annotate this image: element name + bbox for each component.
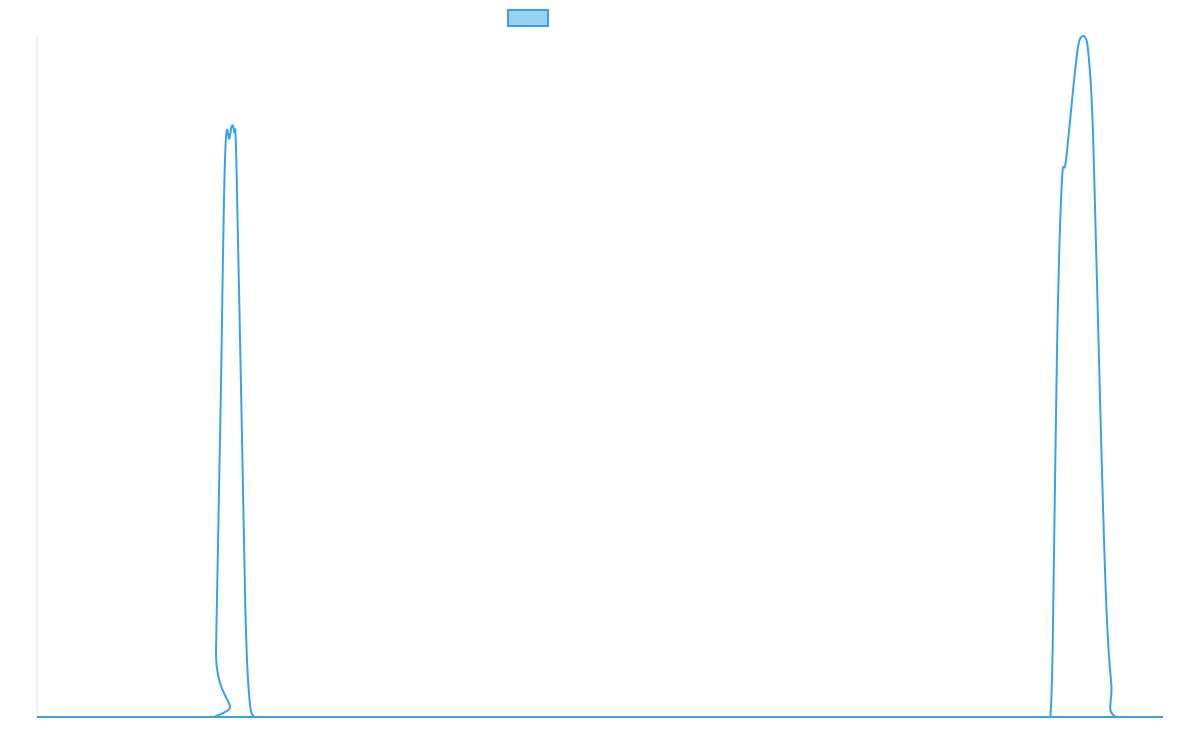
series-line-0[interactable] bbox=[36, 124, 1163, 719]
legend-swatch[interactable] bbox=[507, 9, 549, 27]
legend[interactable] bbox=[507, 9, 549, 27]
series-line-1[interactable] bbox=[1049, 35, 1163, 719]
axes bbox=[36, 36, 1163, 718]
series-layer bbox=[36, 35, 1163, 719]
